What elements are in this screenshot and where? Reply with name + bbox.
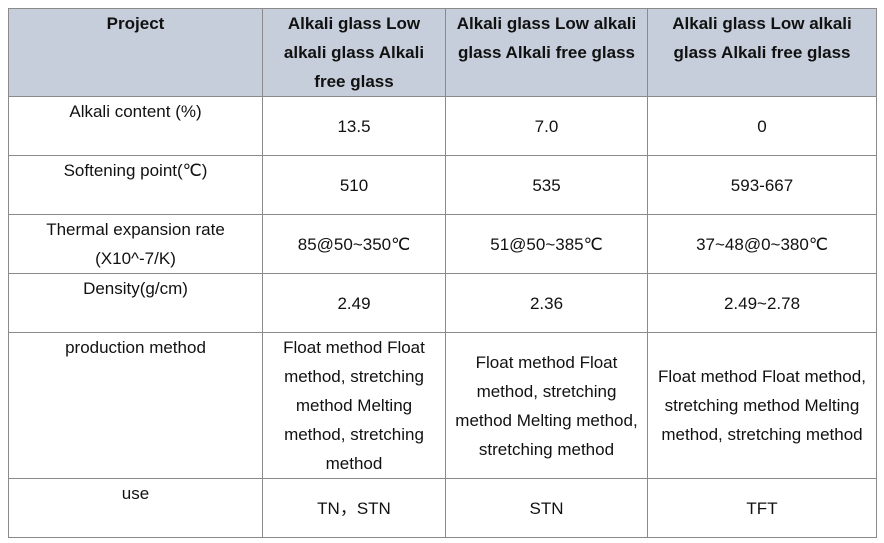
table-cell: 7.0 <box>445 96 648 156</box>
table-cell: 2.49~2.78 <box>647 273 877 333</box>
table-cell: 535 <box>445 155 648 215</box>
table-row: use TN，STN STN TFT <box>8 478 877 538</box>
table-cell: 85@50~350℃ <box>262 214 446 274</box>
table-cell: Float method Float method, stretching me… <box>262 332 446 479</box>
table-cell: TN，STN <box>262 478 446 538</box>
table-row: production method Float method Float meth… <box>8 332 877 479</box>
row-label: Thermal expansion rate (X10^-7/K) <box>8 214 263 274</box>
row-label: production method <box>8 332 263 479</box>
table-cell: 37~48@0~380℃ <box>647 214 877 274</box>
header-cell: Alkali glass Low alkali glass Alkali fre… <box>647 8 877 97</box>
table-cell: 13.5 <box>262 96 446 156</box>
table-row: Softening point(℃) 510 535 593-667 <box>8 155 877 215</box>
table-row: Thermal expansion rate (X10^-7/K) 85@50~3… <box>8 214 877 274</box>
table-row: Density(g/cm) 2.49 2.36 2.49~2.78 <box>8 273 877 333</box>
row-label: Density(g/cm) <box>8 273 263 333</box>
header-cell: Project <box>8 8 263 97</box>
comparison-table: Project Alkali glass Low alkali glass Al… <box>8 8 877 538</box>
header-cell: Alkali glass Low alkali glass Alkali fre… <box>262 8 446 97</box>
table-cell: Float method Float method, stretching me… <box>647 332 877 479</box>
table-cell: 2.49 <box>262 273 446 333</box>
row-label: use <box>8 478 263 538</box>
table-cell: Float method Float method, stretching me… <box>445 332 648 479</box>
table-cell: 510 <box>262 155 446 215</box>
row-label: Softening point(℃) <box>8 155 263 215</box>
header-row: Project Alkali glass Low alkali glass Al… <box>8 8 877 97</box>
table-cell: 0 <box>647 96 877 156</box>
table-row: Alkali content (%) 13.5 7.0 0 <box>8 96 877 156</box>
table-cell: 51@50~385℃ <box>445 214 648 274</box>
table-cell: STN <box>445 478 648 538</box>
table-cell: TFT <box>647 478 877 538</box>
row-label: Alkali content (%) <box>8 96 263 156</box>
table-cell: 2.36 <box>445 273 648 333</box>
table-body: Alkali content (%) 13.5 7.0 0 Softening poin… <box>8 96 877 538</box>
header-cell: Alkali glass Low alkali glass Alkali fre… <box>445 8 648 97</box>
table-cell: 593-667 <box>647 155 877 215</box>
